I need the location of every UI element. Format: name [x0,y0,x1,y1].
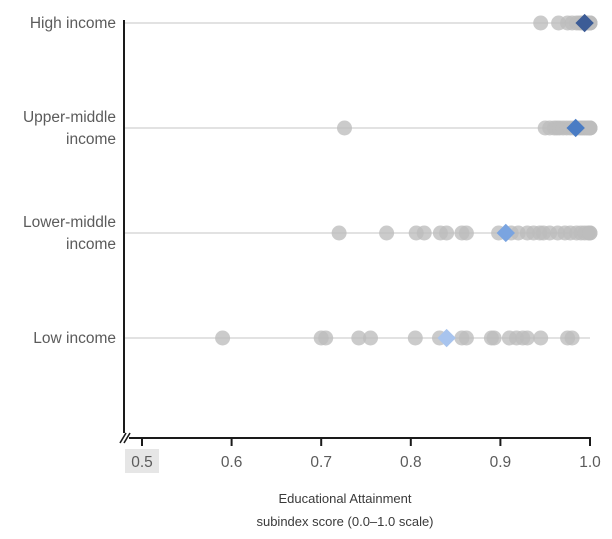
category-label: income [66,131,116,148]
data-point [439,225,455,241]
data-point [407,330,423,346]
data-point [363,330,378,346]
average-marker [437,328,456,348]
axis-break-gap [123,433,129,443]
average-markers [437,13,594,348]
category-labels: High income Upper-middle income Lower-middl… [23,15,116,347]
x-tick-label: 0.7 [310,454,332,471]
data-point [533,15,549,31]
x-tick-label: 1.0 [579,454,601,471]
data-point [351,330,367,346]
data-point [486,330,502,346]
data-point [564,330,580,346]
average-marker [496,223,515,243]
data-point [416,225,432,241]
data-point [458,225,474,241]
data-point [533,330,549,346]
category-label: Low income [33,330,116,347]
category-label: Upper-middle [23,109,116,126]
x-axis-title-line2: subindex score (0.0–1.0 scale) [256,514,433,529]
data-point [519,330,535,346]
data-point [458,330,474,346]
data-point [582,120,598,136]
axis-break-mark [123,432,131,444]
category-label: Lower-middle [23,214,116,231]
x-tick-label: 0.9 [490,454,512,471]
x-tick-label: 0.8 [400,454,422,471]
data-point [318,330,334,346]
axes [119,20,591,444]
data-points [215,15,598,346]
x-tick-label-highlight [125,449,159,473]
x-tick-label: 0.5 [131,454,153,471]
x-axis-title-line1: Educational Attainment [279,491,412,506]
x-tick-label: 0.6 [221,454,243,471]
data-point [215,330,231,346]
data-point [331,225,347,241]
category-gridlines [124,22,590,339]
data-point [337,120,352,136]
x-ticks: 0.5 0.6 0.7 0.8 0.9 1.0 [125,438,601,473]
category-label: High income [30,15,116,32]
data-point [379,225,395,241]
axis-break-mark [119,432,127,444]
category-label: income [66,236,116,253]
data-point [582,225,598,241]
